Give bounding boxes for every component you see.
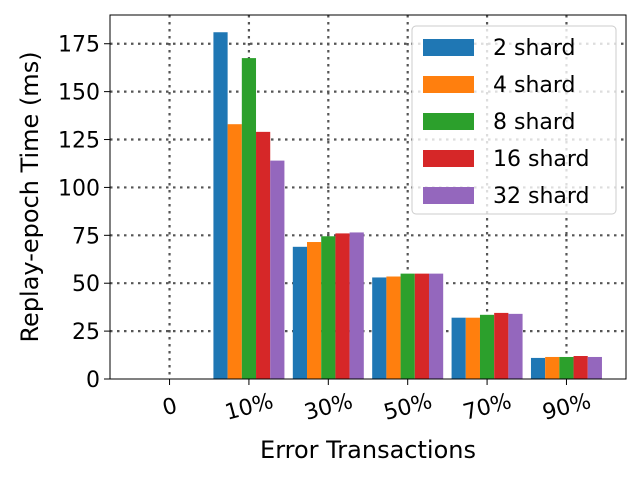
legend-label: 8 shard bbox=[493, 110, 576, 135]
y-axis-label: Replay-epoch Time (ms) bbox=[16, 51, 44, 342]
x-tick-label: 10% bbox=[222, 389, 276, 426]
bar bbox=[587, 356, 602, 379]
bar bbox=[573, 356, 588, 379]
y-tick-label: 0 bbox=[86, 368, 100, 393]
legend-swatch bbox=[423, 150, 474, 167]
x-tick-label: 30% bbox=[302, 389, 356, 426]
legend-label: 4 shard bbox=[493, 73, 576, 98]
y-tick-label: 175 bbox=[58, 33, 100, 58]
y-tick-label: 75 bbox=[72, 224, 100, 249]
x-tick-label: 0 bbox=[160, 394, 180, 422]
bar bbox=[335, 233, 350, 379]
plot-frame bbox=[109, 14, 627, 380]
x-axis-label: Error Transactions bbox=[260, 436, 476, 464]
bar bbox=[465, 317, 480, 379]
legend-label: 16 shard bbox=[493, 147, 590, 172]
y-tick-label: 25 bbox=[72, 320, 100, 345]
legend-label: 32 shard bbox=[493, 184, 590, 209]
legend-swatch bbox=[423, 76, 474, 93]
bar bbox=[307, 242, 322, 379]
legend-swatch bbox=[423, 187, 474, 204]
legend-swatch bbox=[423, 39, 474, 56]
bar bbox=[227, 124, 242, 379]
legend-swatch bbox=[423, 113, 474, 130]
x-tick-label: 90% bbox=[540, 389, 594, 426]
bar bbox=[213, 32, 228, 380]
bar bbox=[256, 131, 271, 379]
bar bbox=[400, 273, 415, 379]
bar bbox=[292, 246, 308, 379]
bar bbox=[479, 314, 495, 379]
bar bbox=[451, 317, 466, 379]
bar bbox=[414, 273, 429, 379]
x-tick-label: 50% bbox=[381, 389, 435, 426]
y-tick-label: 50 bbox=[72, 272, 100, 297]
bar bbox=[270, 160, 285, 379]
legend-label: 2 shard bbox=[493, 36, 576, 61]
y-tick-label: 125 bbox=[58, 129, 100, 154]
bar bbox=[372, 277, 387, 379]
bar bbox=[321, 236, 336, 379]
bar bbox=[386, 276, 401, 379]
legend: 2 shard 4 shard 8 shard 16 shard 32 shard bbox=[411, 25, 617, 215]
bar bbox=[559, 356, 574, 379]
bar bbox=[349, 232, 364, 379]
bar bbox=[428, 273, 444, 379]
x-tick-label: 70% bbox=[461, 389, 515, 426]
bars bbox=[213, 32, 602, 380]
y-tick-label: 150 bbox=[58, 81, 100, 106]
bar bbox=[530, 357, 546, 379]
bar bbox=[545, 356, 560, 379]
y-tick-label: 100 bbox=[58, 176, 100, 201]
bar bbox=[508, 313, 523, 379]
bar bbox=[241, 58, 257, 380]
bar bbox=[494, 312, 509, 379]
